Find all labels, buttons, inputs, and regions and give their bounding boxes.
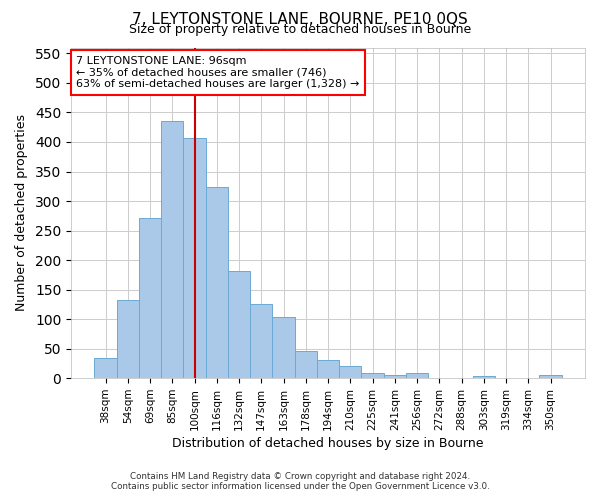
- Bar: [383, 376, 406, 378]
- Text: 7 LEYTONSTONE LANE: 96sqm
← 35% of detached houses are smaller (746)
63% of semi: 7 LEYTONSTONE LANE: 96sqm ← 35% of detac…: [76, 56, 359, 89]
- Text: Contains HM Land Registry data © Crown copyright and database right 2024.
Contai: Contains HM Land Registry data © Crown c…: [110, 472, 490, 491]
- Bar: [94, 358, 116, 378]
- Bar: [206, 188, 228, 378]
- Bar: [317, 360, 339, 378]
- Text: Size of property relative to detached houses in Bourne: Size of property relative to detached ho…: [129, 22, 471, 36]
- Text: 7, LEYTONSTONE LANE, BOURNE, PE10 0QS: 7, LEYTONSTONE LANE, BOURNE, PE10 0QS: [132, 12, 468, 26]
- X-axis label: Distribution of detached houses by size in Bourne: Distribution of detached houses by size …: [172, 437, 484, 450]
- Bar: [406, 374, 428, 378]
- Y-axis label: Number of detached properties: Number of detached properties: [15, 114, 28, 312]
- Bar: [539, 376, 562, 378]
- Bar: [116, 300, 139, 378]
- Bar: [250, 304, 272, 378]
- Bar: [228, 272, 250, 378]
- Bar: [272, 317, 295, 378]
- Bar: [161, 122, 184, 378]
- Bar: [339, 366, 361, 378]
- Bar: [295, 351, 317, 378]
- Bar: [184, 138, 206, 378]
- Bar: [473, 376, 495, 378]
- Bar: [361, 374, 383, 378]
- Bar: [139, 218, 161, 378]
